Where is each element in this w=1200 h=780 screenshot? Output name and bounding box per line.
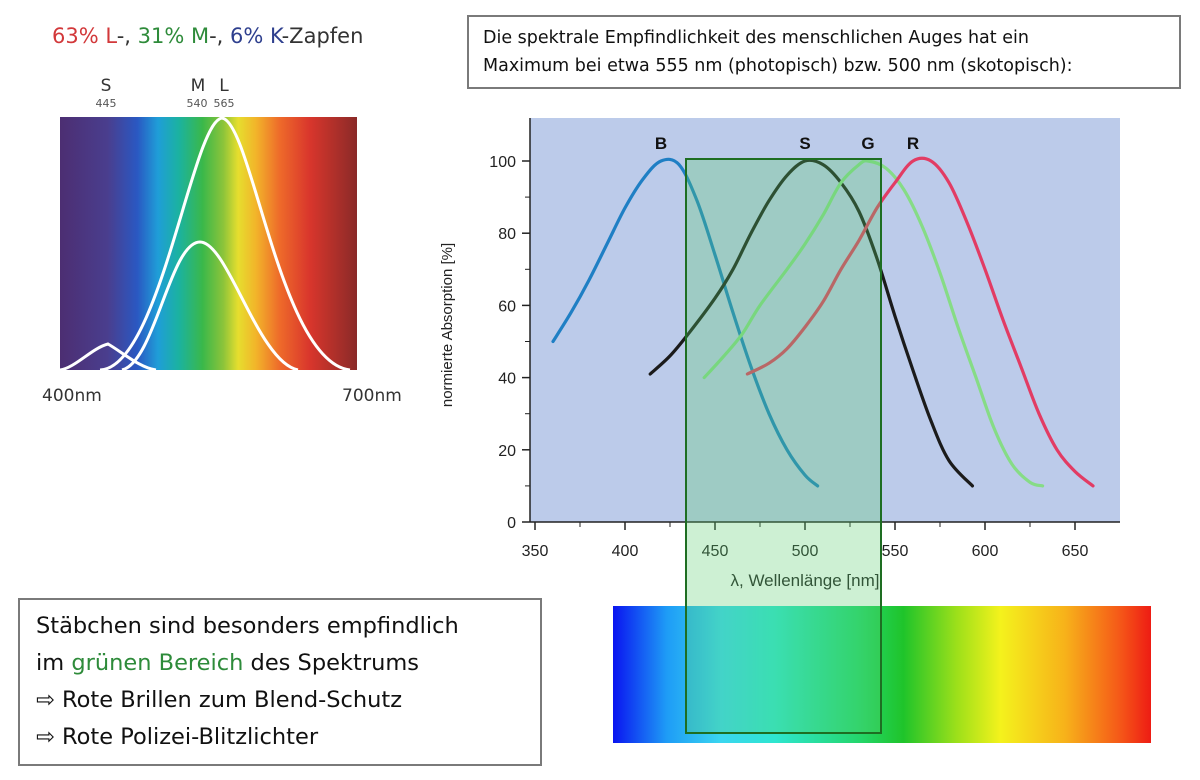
visible-spectrum-background: [60, 117, 357, 370]
cone-m-peak: 540: [186, 97, 208, 110]
x-tick-label: 600: [972, 543, 999, 560]
x-tick-label: 450: [702, 543, 729, 560]
x-tick-label: 500: [792, 543, 819, 560]
range-end-label: 700nm: [342, 386, 402, 406]
rods-line-2-pre: im: [36, 650, 72, 676]
series-label-g: G: [861, 134, 874, 153]
l-cone-curve: [99, 116, 351, 372]
rods-info-box: Stäbchen sind besonders empfindlich im g…: [18, 598, 542, 766]
series-label-s: S: [799, 134, 810, 153]
cone-sensitivity-plot: [60, 116, 357, 372]
cone-l-share: 63% L: [52, 24, 117, 48]
cone-sep-2: -,: [209, 24, 231, 48]
plot-area: [530, 118, 1120, 522]
m-cone-curve: [121, 240, 299, 372]
x-tick-label: 400: [612, 543, 639, 560]
x-tick-label: 550: [882, 543, 909, 560]
cone-m-letter: M: [190, 76, 206, 96]
x-tick-label: 350: [522, 543, 549, 560]
cone-distribution-title: 63% L-, 31% M-, 6% K-Zapfen: [52, 24, 363, 48]
y-tick-label: 100: [489, 154, 516, 171]
x-axis: 350 400 450 500 550 600 650: [522, 521, 1120, 560]
rods-line-4: ⇨ Rote Polizei-Blitzlichter: [36, 724, 319, 750]
info-line-1: Die spektrale Empfindlichkeit des mensch…: [483, 28, 1029, 48]
series-line-g: [702, 159, 1045, 488]
green-region-window: [685, 158, 882, 734]
series-layer: [551, 156, 1095, 488]
y-tick-label: 20: [498, 443, 516, 460]
series-label-b: B: [655, 134, 667, 153]
cone-s-peak: 445: [95, 97, 117, 110]
series-line-b: [551, 157, 820, 488]
spectrum-color-bar: [613, 606, 1151, 743]
s-cone-curve: [60, 342, 157, 372]
rods-line-2-post: des Spektrums: [243, 650, 419, 676]
series-line-s: [648, 158, 974, 488]
info-line-2: Maximum bei etwa 555 nm (photopisch) bzw…: [483, 56, 1073, 76]
y-tick-label: 60: [498, 298, 516, 315]
rods-line-1: Stäbchen sind besonders empfindlich: [36, 613, 459, 639]
y-axis: 0 20 40 60 80 100: [489, 118, 531, 532]
series-line-r: [745, 156, 1095, 488]
cone-s-letter: S: [100, 76, 112, 96]
y-tick-label: 40: [498, 371, 516, 388]
cone-k-share: 6% K: [230, 24, 282, 48]
rods-line-3: ⇨ Rote Brillen zum Blend-Schutz: [36, 687, 403, 713]
cone-sep-1: -,: [116, 24, 138, 48]
rods-line-2: im grünen Bereich des Spektrums: [36, 645, 540, 682]
cone-suffix: -Zapfen: [281, 24, 364, 48]
y-tick-label: 80: [498, 226, 516, 243]
sensitivity-info-box: Die spektrale Empfindlichkeit des mensch…: [467, 15, 1181, 89]
green-region-highlight: grünen Bereich: [71, 650, 244, 676]
cone-m-share: 31% M: [137, 24, 210, 48]
y-axis-label: normierte Absorption [%]: [439, 243, 456, 407]
series-label-r: R: [907, 134, 919, 153]
cone-l-peak: 565: [213, 97, 235, 110]
y-tick-label: 0: [507, 515, 516, 532]
x-axis-label: λ, Wellenlänge [nm]: [731, 571, 880, 590]
x-tick-label: 650: [1062, 543, 1089, 560]
range-start-label: 400nm: [42, 386, 102, 406]
cone-l-letter: L: [219, 76, 229, 96]
